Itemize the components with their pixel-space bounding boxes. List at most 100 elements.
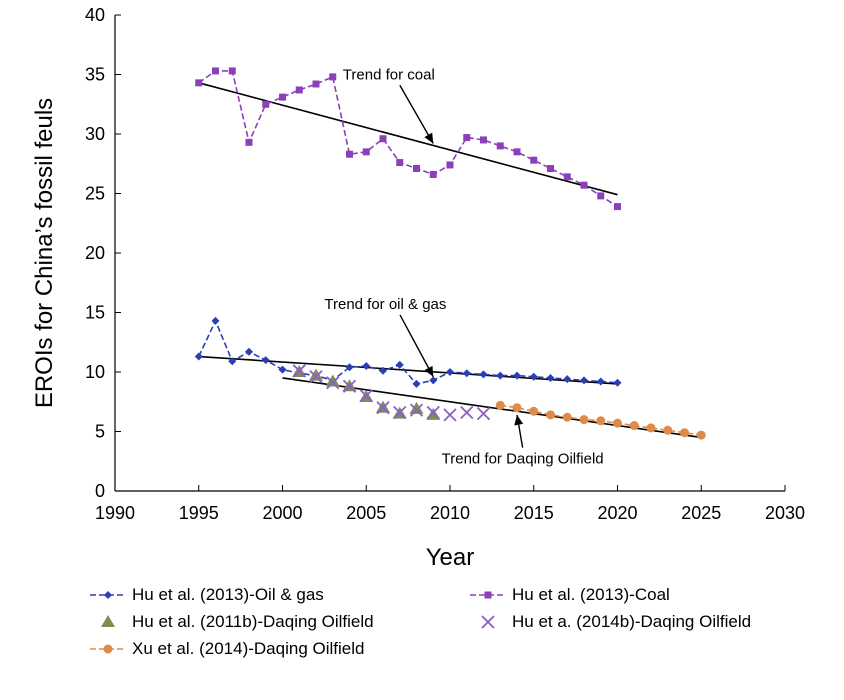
- series-3: [292, 364, 491, 422]
- y-tick-label: 0: [95, 481, 105, 501]
- annotations: Trend for coal Trend for oil & gas Trend f…: [324, 66, 603, 467]
- legend-marker: [104, 591, 112, 599]
- data-point: [613, 418, 622, 428]
- data-point: [629, 421, 639, 431]
- legend-label: Hu et al. (2013)-Coal: [512, 585, 670, 604]
- data-point: [446, 161, 454, 169]
- data-point: [476, 407, 491, 421]
- data-point: [646, 423, 656, 433]
- x-tick-label: 2000: [262, 503, 302, 523]
- legend-swatch: [101, 615, 115, 627]
- legend-marker: [484, 591, 492, 599]
- trendline: [198, 355, 618, 385]
- data-point: [614, 203, 621, 211]
- legend-swatch: [90, 591, 126, 599]
- data-point: [309, 368, 323, 381]
- data-point: [429, 170, 437, 178]
- legend-marker: [481, 615, 495, 629]
- data-point: [212, 67, 219, 75]
- legend-label: Hu et a. (2014b)-Daqing Oilfield: [512, 612, 752, 631]
- data-point: [696, 430, 706, 440]
- annotation-arrow: [399, 84, 434, 144]
- legend-marker: [101, 615, 115, 627]
- x-tick-label: 2005: [346, 503, 386, 523]
- data-point: [496, 371, 505, 380]
- data-point: [513, 371, 521, 380]
- data-point: [279, 93, 286, 101]
- data-point: [278, 365, 287, 374]
- data-point: [580, 181, 588, 189]
- y-tick-label: 5: [95, 422, 105, 442]
- y-axis-label: EROIs for China’s fossil feuls: [31, 98, 58, 408]
- x-tick-label: 2025: [681, 503, 721, 523]
- data-point: [325, 374, 340, 387]
- data-point: [513, 148, 521, 156]
- data-point: [443, 408, 457, 422]
- x-tick-label: 1990: [95, 503, 135, 523]
- data-point: [563, 375, 572, 384]
- trendlines: [198, 82, 702, 439]
- legend-label: Xu et al. (2014)-Daqing Oilfield: [132, 639, 365, 658]
- data-point: [359, 389, 373, 403]
- series-1: [195, 67, 621, 211]
- data-point: [245, 138, 253, 146]
- data-point: [462, 369, 471, 378]
- data-point: [680, 428, 689, 438]
- data-point: [529, 406, 539, 416]
- data-point: [446, 368, 454, 376]
- data-point: [195, 79, 203, 87]
- data-point: [228, 67, 236, 75]
- data-point: [396, 159, 404, 167]
- data-point: [395, 360, 404, 369]
- arrowhead: [424, 365, 434, 377]
- data-point: [228, 357, 237, 366]
- data-point: [546, 373, 555, 382]
- data-point: [562, 412, 572, 422]
- data-point: [329, 73, 337, 81]
- data-point: [597, 192, 605, 200]
- data-point: [496, 142, 504, 150]
- data-series: [194, 67, 706, 440]
- x-tick-label: 2020: [597, 503, 637, 523]
- data-point: [393, 405, 407, 420]
- legend: Hu et al. (2013)-Oil & gas Hu et al. (201…: [88, 585, 828, 665]
- trend-annotation: Trend for Daqing Oilfield: [442, 451, 604, 468]
- data-point: [412, 379, 421, 388]
- axis-ticks: 1990 1995 2000 2005 2010 2015 2020 2025 20300510…: [85, 5, 805, 523]
- data-point: [530, 156, 538, 164]
- x-tick-label: 2030: [765, 503, 805, 523]
- legend-swatch: [90, 644, 126, 654]
- data-point: [342, 379, 357, 393]
- data-point: [362, 148, 370, 156]
- data-point: [346, 150, 353, 158]
- data-point: [309, 370, 323, 384]
- trend-annotation: Trend for coal: [343, 66, 435, 83]
- data-point: [663, 425, 673, 435]
- x-axis-label: Year: [426, 544, 475, 571]
- data-point: [194, 352, 203, 361]
- data-point: [547, 165, 554, 173]
- data-point: [429, 376, 438, 385]
- legend-swatch: [470, 591, 506, 599]
- data-point: [596, 377, 605, 386]
- arrowhead: [424, 132, 434, 144]
- data-point: [413, 165, 420, 173]
- data-point: [579, 415, 589, 425]
- data-point: [379, 135, 387, 143]
- y-tick-label: 35: [85, 65, 105, 85]
- data-point: [426, 405, 440, 420]
- trend-annotation: Trend for oil & gas: [324, 296, 446, 313]
- series-0: [194, 316, 622, 388]
- legend-item: Xu et al. (2014)-Daqing Oilfield: [88, 639, 364, 659]
- data-point: [580, 376, 588, 385]
- y-tick-label: 40: [85, 5, 105, 25]
- x-tick-label: 2010: [430, 503, 470, 523]
- data-point: [345, 363, 354, 372]
- data-point: [292, 364, 306, 378]
- legend-label: Hu et al. (2011b)-Daqing Oilfield: [132, 612, 374, 631]
- x-tick-label: 1995: [179, 503, 219, 523]
- data-point: [546, 410, 555, 420]
- legend-item: Hu et al. (2013)-Oil & gas: [88, 585, 324, 605]
- data-point: [312, 80, 320, 88]
- data-point: [463, 134, 471, 142]
